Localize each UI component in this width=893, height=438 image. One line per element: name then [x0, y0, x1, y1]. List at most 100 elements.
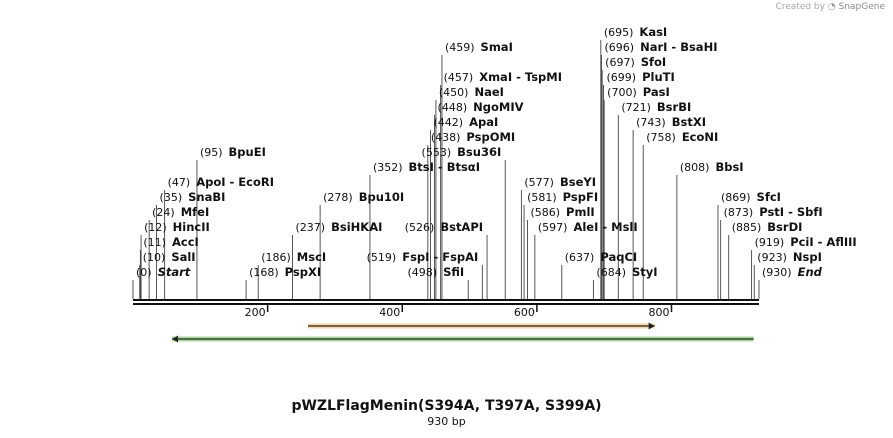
site-label: (637) PaqCI [565, 250, 637, 264]
green-feature [172, 335, 754, 343]
site-position: (695) [604, 26, 634, 39]
site-label: (11) AccI [143, 235, 198, 249]
site-label: (12) HincII [144, 220, 210, 234]
site-position: (684) [596, 266, 626, 279]
site-label: (438) PspOMI [431, 130, 515, 144]
site-label: (586) PmlI [530, 205, 594, 219]
site-position: (885) [732, 221, 762, 234]
site-position: (586) [530, 206, 560, 219]
site-name: HincII [173, 220, 210, 234]
site-position: (186) [261, 251, 291, 264]
site-name: PspFI [563, 190, 598, 204]
site-position: (808) [680, 161, 710, 174]
site-label: (758) EcoNI [646, 130, 718, 144]
site-label: (808) BbsI [680, 160, 744, 174]
site-label: Bsu36I (553) [422, 145, 502, 159]
site-name: Bpu10I [359, 190, 404, 204]
green-feature-arrow [172, 335, 179, 343]
site-name: SfcI [757, 190, 781, 204]
site-label: (237) BsiHKAI [296, 220, 383, 234]
site-label: (24) MfeI [152, 205, 209, 219]
site-label: (47) ApoI - EcoRI [168, 175, 274, 189]
site-label: (168) PspXI [249, 265, 321, 279]
site-label: (577) BseYI [524, 175, 596, 189]
site-name: Bsu36I [457, 145, 501, 159]
site-name: BseYI [560, 175, 596, 189]
site-position: (526) [405, 221, 435, 234]
site-label: (696) NarI - BsaHI [604, 40, 717, 54]
site-position: (758) [646, 131, 676, 144]
site-position: (168) [249, 266, 279, 279]
site-name: AleI - MslI [573, 220, 637, 234]
site-name: SnaBI [188, 190, 225, 204]
site-name: NspI [793, 250, 822, 264]
ruler-tick-label: 600 [514, 306, 535, 319]
site-label: (743) BstXI [636, 115, 706, 129]
site-label: BstAPI (526) [405, 220, 483, 234]
site-label: (873) PstI - SbfI [724, 205, 823, 219]
site-label: (450) NaeI [439, 85, 504, 99]
site-name: NarI - BsaHI [640, 40, 717, 54]
site-position: (459) [445, 41, 475, 54]
orange-feature [308, 322, 655, 330]
site-position: (498) [408, 266, 438, 279]
site-name: PciI - AflIII [790, 235, 857, 249]
site-name: EcoNI [682, 130, 718, 144]
snapgene-logo-icon: ◔ [827, 2, 836, 12]
site-position: (278) [323, 191, 353, 204]
site-position: (12) [144, 221, 167, 234]
site-position: (597) [538, 221, 568, 234]
site-position: (743) [636, 116, 666, 129]
site-position: (873) [724, 206, 754, 219]
site-label: (35) SnaBI [160, 190, 226, 204]
site-name: PspOMI [466, 130, 515, 144]
site-position: (577) [524, 176, 554, 189]
site-name: StyI [632, 265, 658, 279]
sequence-backbone [133, 299, 759, 305]
site-position: (581) [527, 191, 557, 204]
site-name: ApoI - EcoRI [196, 175, 274, 189]
site-position: (637) [565, 251, 595, 264]
snapgene-credit: Created by ◔ SnapGene [775, 2, 885, 12]
plasmid-title: pWZLFlagMenin(S394A, T397A, S399A) [291, 398, 602, 414]
site-label: (721) BsrBI [621, 100, 691, 114]
plasmid-length: 930 bp [427, 415, 466, 428]
orange-feature-arrow [648, 322, 655, 330]
site-name: BstXI [672, 115, 706, 129]
ruler-tick-label: 200 [245, 306, 266, 319]
site-name: NaeI [474, 85, 503, 99]
site-label: (684) StyI [596, 265, 657, 279]
ruler-tick-label: 400 [379, 306, 400, 319]
site-name: NgoMIV [473, 100, 523, 114]
site-label: (186) MscI [261, 250, 326, 264]
site-position: (10) [143, 251, 166, 264]
site-label: (695) KasI [604, 25, 667, 39]
site-position: (448) [438, 101, 468, 114]
site-name: FspI - FspAI [402, 250, 478, 264]
site-label: SfiI (498) [408, 265, 465, 279]
site-name: End [798, 265, 823, 279]
site-label: (923) NspI [757, 250, 822, 264]
site-position: (11) [143, 236, 166, 249]
site-name: KasI [639, 25, 667, 39]
credit-brand: SnapGene [838, 2, 885, 12]
site-position: (457) [444, 71, 474, 84]
site-label: (919) PciI - AflIII [755, 235, 857, 249]
site-name: BpuEI [229, 145, 266, 159]
site-position: (0) [136, 266, 152, 279]
ruler: 200 400 600 800 [245, 305, 673, 319]
site-label: (699) PluTI [607, 70, 675, 84]
site-position: (24) [152, 206, 175, 219]
site-name: BstAPI [440, 220, 483, 234]
site-label: (597) AleI - MslI [538, 220, 638, 234]
site-name: PaqCI [600, 250, 637, 264]
site-position: (919) [755, 236, 785, 249]
site-name: XmaI - TspMI [479, 70, 562, 84]
site-position: (442) [434, 116, 464, 129]
site-label: (442) ApaI [434, 115, 499, 129]
credit-prefix: Created by [775, 2, 825, 12]
site-position: (95) [200, 146, 223, 159]
site-label: FspI - FspAI (519) [367, 250, 479, 264]
site-position: (869) [721, 191, 751, 204]
site-name: Start [158, 265, 191, 279]
